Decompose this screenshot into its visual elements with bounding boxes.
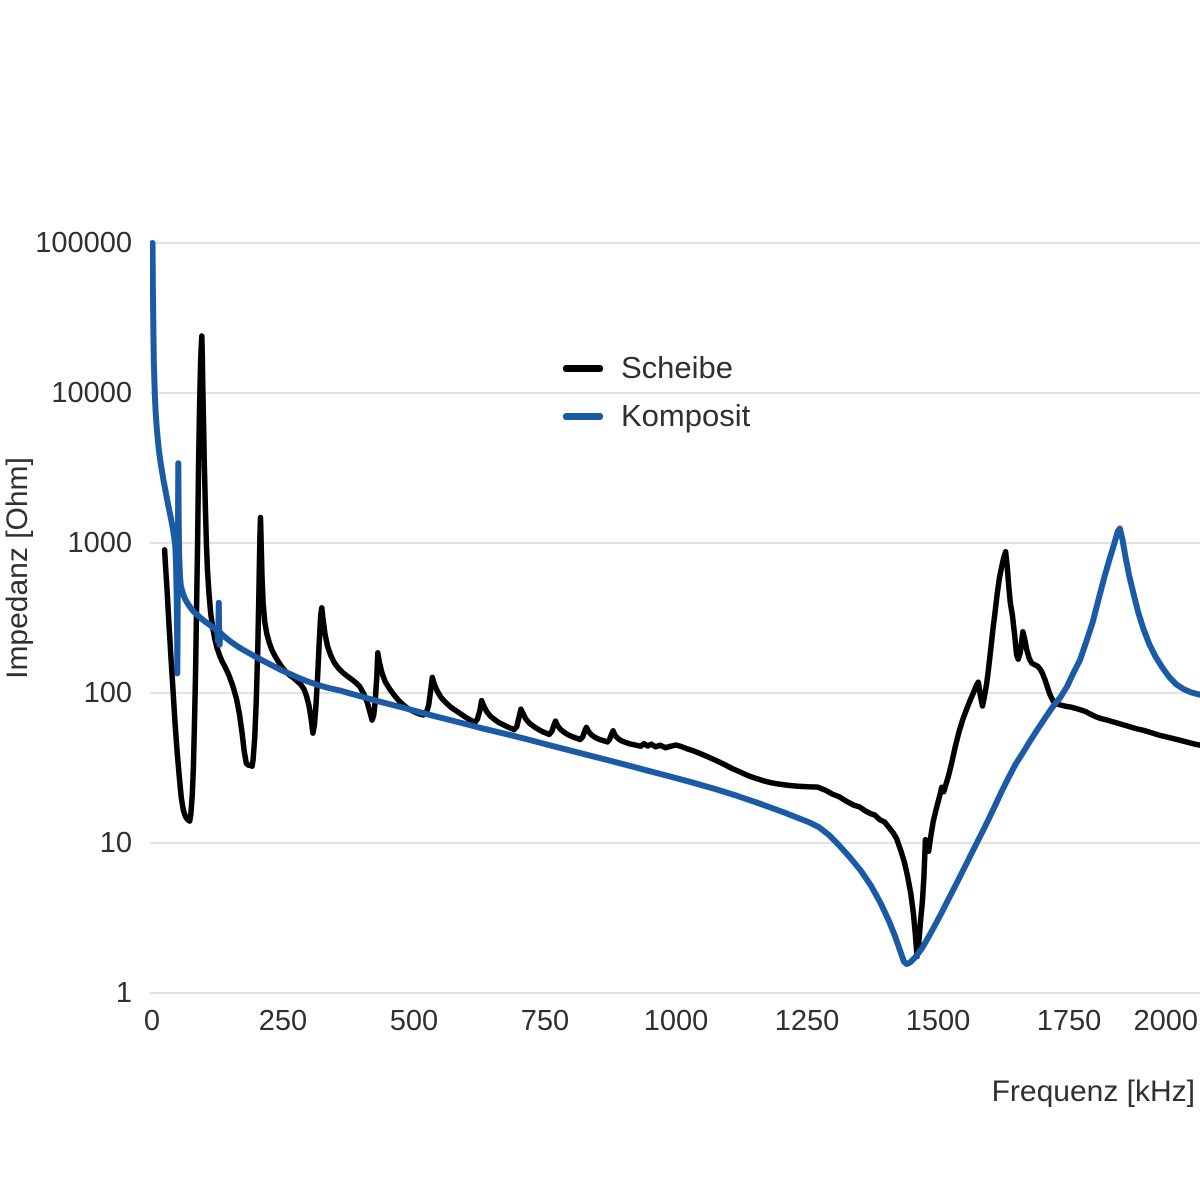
y-tick-label-10: 10	[99, 827, 132, 859]
y-tick-label-1000: 1000	[67, 527, 132, 559]
legend-item-komposit[interactable]: Komposit	[563, 397, 750, 435]
x-axis-title: Frequenz [kHz]	[991, 1075, 1195, 1108]
series-line-scheibe	[161, 333, 1200, 960]
gridlines	[150, 242, 1200, 994]
legend: Scheibe Komposit	[563, 349, 750, 445]
komposit-line-swatch	[563, 412, 603, 420]
x-tick-label-1750: 1750	[1036, 1005, 1102, 1037]
y-tick-label-100000: 100000	[35, 227, 132, 259]
legend-label-komposit: Komposit	[621, 398, 751, 433]
y-axis-title: Impedanz [Ohm]	[1, 457, 34, 679]
scheibe-line-swatch	[563, 364, 603, 372]
legend-item-scheibe[interactable]: Scheibe	[563, 349, 750, 387]
x-tick-label-0: 0	[143, 1005, 161, 1037]
y-tick-label-1: 1	[115, 977, 132, 1009]
series-lines	[150, 240, 1200, 967]
x-tick-label-250: 250	[258, 1005, 308, 1037]
y-tick-label-10000: 10000	[51, 377, 132, 409]
x-tick-label-2000: 2000	[1133, 1005, 1198, 1037]
x-tick-label-1250: 1250	[774, 1005, 840, 1037]
legend-label-scheibe: Scheibe	[621, 350, 734, 385]
y-tick-label-100: 100	[83, 677, 132, 709]
x-tick-label-1000: 1000	[643, 1005, 709, 1037]
series-line-komposit	[150, 240, 1200, 967]
x-tick-label-1500: 1500	[905, 1005, 971, 1037]
x-tick-label-500: 500	[389, 1005, 439, 1037]
x-tick-label-750: 750	[520, 1005, 570, 1037]
